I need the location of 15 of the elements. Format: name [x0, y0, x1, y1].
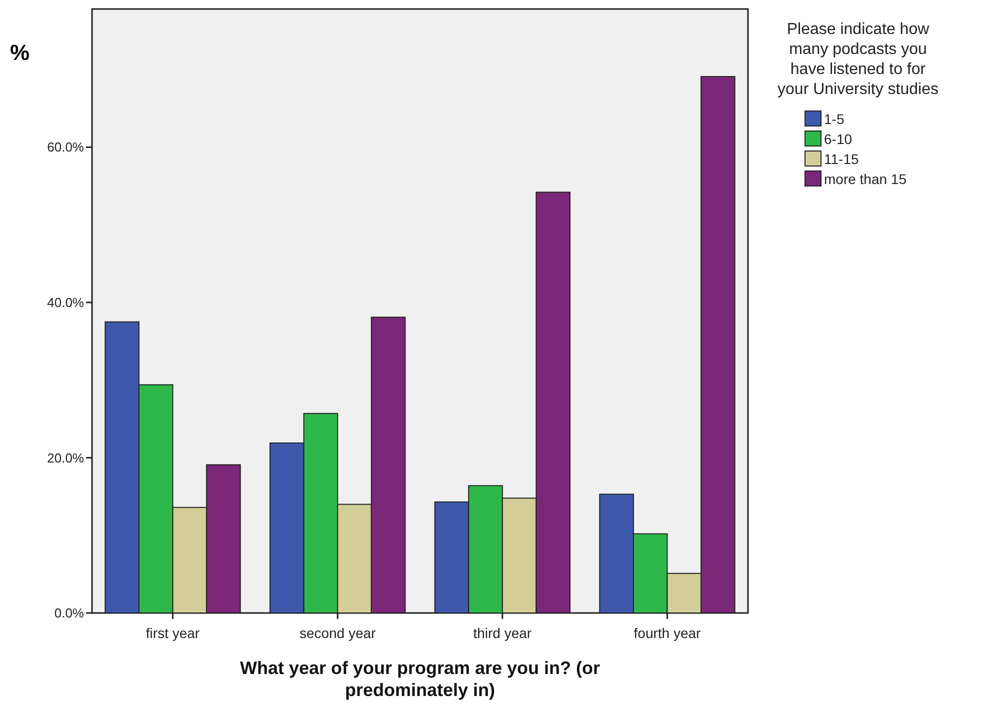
legend-label: 11-15: [824, 151, 859, 167]
x-tick-label: third year: [473, 625, 532, 641]
y-tick-label: 40.0%: [47, 295, 84, 310]
legend-title: Please indicate how many podcasts you have listened to for your University studies: [778, 21, 938, 98]
legend-label: more than 15: [824, 171, 907, 187]
y-axis-title: %: [10, 40, 30, 65]
x-axis-title: What year of your program are you in? (or predominately in): [240, 658, 600, 700]
legend-label: 6-10: [824, 131, 852, 147]
y-tick-label: 20.0%: [47, 450, 84, 466]
legend-label: 1-5: [824, 111, 844, 127]
y-tick-label: 60.0%: [47, 140, 84, 155]
x-tick-label: first year: [146, 625, 200, 641]
x-tick-label: second year: [299, 625, 376, 641]
y-tick-label: 0.0%: [54, 606, 84, 621]
x-tick-label: fourth year: [634, 625, 702, 641]
